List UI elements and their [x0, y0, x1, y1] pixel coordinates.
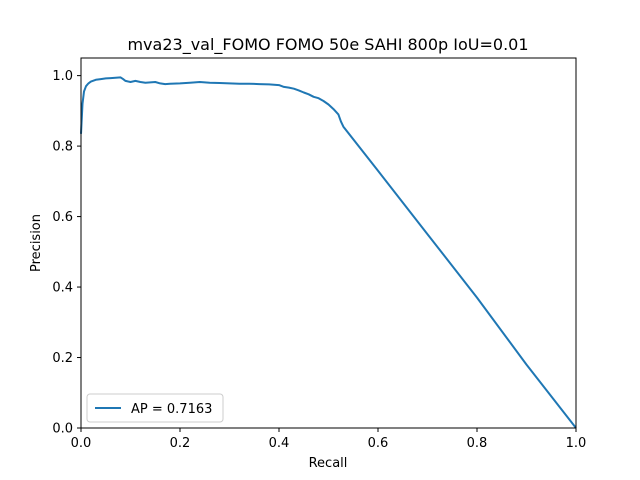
series-line — [80, 76, 577, 429]
legend-box — [86, 393, 224, 423]
y-tick-label: 0.8 — [52, 140, 73, 155]
y-axis: 0.0 0.2 0.4 0.6 0.8 1.0 — [52, 69, 81, 437]
y-tick-label: 0.2 — [52, 351, 73, 366]
x-tick-label: 0.0 — [71, 436, 92, 451]
x-tick-label: 0.6 — [368, 436, 389, 451]
x-tick-label: 0.8 — [467, 436, 488, 451]
series-layer — [80, 76, 577, 429]
x-axis: 0.0 0.2 0.4 0.6 0.8 1.0 — [71, 428, 587, 451]
legend: AP = 0.7163 — [86, 393, 224, 423]
y-tick-label: 0.6 — [52, 210, 73, 225]
y-tick-label: 0.0 — [52, 422, 73, 437]
chart-title: mva23_val_FOMO FOMO 50e SAHI 800p IoU=0.… — [127, 35, 528, 55]
y-tick-label: 0.4 — [52, 281, 73, 296]
legend-label: AP = 0.7163 — [131, 402, 212, 417]
x-axis-label: Recall — [309, 456, 348, 471]
axes-frame — [80, 57, 577, 429]
y-tick-label: 1.0 — [52, 69, 73, 84]
x-tick-label: 0.2 — [170, 436, 191, 451]
x-tick-label: 1.0 — [566, 436, 587, 451]
y-axis-label: Precision — [29, 214, 44, 272]
x-tick-label: 0.4 — [269, 436, 290, 451]
